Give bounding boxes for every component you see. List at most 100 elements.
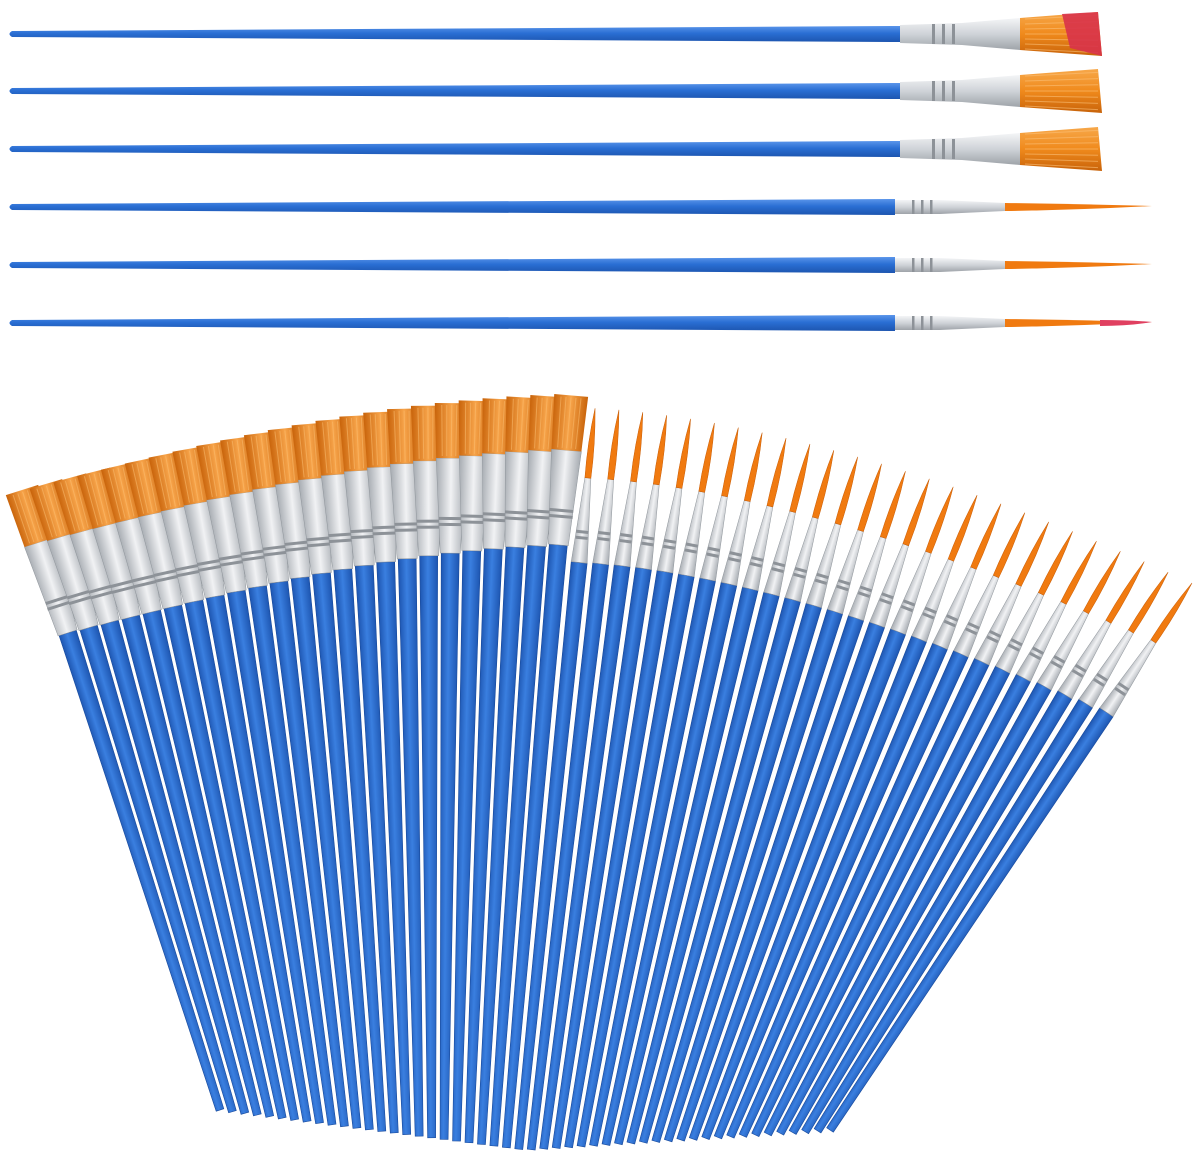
- bristle-streak: [60, 482, 76, 532]
- ferrule-crimp: [1096, 672, 1108, 682]
- bristle-streak: [510, 398, 514, 450]
- ferrule-crimp: [952, 139, 955, 159]
- ferrule-crimp: [816, 572, 829, 580]
- brush-ferrule: [592, 478, 614, 565]
- bristle-streak: [408, 410, 411, 462]
- ferrule-crimp: [838, 579, 851, 586]
- ferrule-crimp: [921, 258, 924, 272]
- ferrule-crimp: [930, 258, 933, 272]
- brush-bristles: [1015, 521, 1049, 587]
- ferrule-crimp: [952, 24, 955, 44]
- ferrule-crimp: [930, 200, 933, 214]
- bristle-streak: [88, 474, 103, 525]
- bristle-streak: [193, 449, 204, 501]
- bristle-streak: [202, 446, 213, 498]
- brush-bristles: [721, 427, 739, 498]
- brush-ferrule: [895, 258, 1005, 272]
- bristle-streak: [1024, 78, 1099, 82]
- ferrule-crimp: [597, 536, 610, 542]
- ferrule-crimp: [482, 512, 507, 517]
- fan-brush-flat: [502, 393, 589, 1149]
- bristle-streak: [179, 452, 190, 503]
- fan-brush-round: [776, 541, 1097, 1136]
- fan-brush-round: [663, 463, 882, 1143]
- bristle-streak: [17, 493, 35, 543]
- ferrule-crimp: [943, 619, 956, 628]
- bristle-streak: [355, 417, 360, 469]
- ferrule-crimp: [306, 536, 331, 542]
- fan-brush-round: [589, 427, 739, 1147]
- bristle-streak: [566, 397, 572, 449]
- ferrule-crimp: [881, 592, 894, 600]
- bristle-streak: [492, 400, 495, 452]
- ferrule-crimp: [620, 533, 633, 538]
- bristle-streak: [160, 457, 172, 508]
- ferrule-crimp: [372, 525, 397, 530]
- bristle-streak: [207, 446, 218, 497]
- ferrule-crimp: [912, 200, 915, 214]
- fan-brush-flat: [434, 402, 469, 1140]
- ferrule-crimp: [219, 559, 244, 567]
- brush-flat: [9, 69, 1102, 113]
- fan-brush-round: [539, 412, 644, 1150]
- ferrule-crimp: [175, 563, 200, 572]
- bristle-streak: [146, 460, 158, 512]
- ferrule-crimp: [1007, 643, 1020, 652]
- bristle-streak: [64, 480, 80, 531]
- brush-handle: [9, 199, 895, 215]
- ferrule-crimp: [879, 598, 892, 605]
- brush-ferrule: [343, 469, 375, 567]
- bristle-streak: [122, 466, 135, 517]
- ferrule-crimp: [1093, 677, 1105, 687]
- ferrule-crimp: [154, 574, 179, 583]
- bristle-streak: [165, 456, 176, 507]
- ferrule-crimp: [1117, 682, 1130, 692]
- bristle-streak: [345, 418, 351, 470]
- ferrule-crimp: [793, 572, 806, 579]
- bristle-streak: [217, 444, 227, 496]
- brush-bristles: [743, 432, 763, 502]
- ferrule-crimp: [416, 519, 441, 523]
- ferrule-crimp: [45, 594, 69, 606]
- fan-brush-flat: [291, 422, 374, 1131]
- bristle-streak: [1024, 100, 1099, 104]
- bristle-streak: [1024, 129, 1099, 135]
- bristle-streak: [1024, 158, 1099, 162]
- ferrule-crimp: [641, 541, 654, 547]
- bristle-streak: [131, 463, 145, 514]
- bristle-streak: [236, 440, 245, 491]
- bristle-streak: [260, 435, 268, 486]
- ferrule-crimp: [176, 569, 201, 578]
- bristle-streak: [543, 398, 548, 450]
- paint-residue: [1062, 12, 1102, 56]
- bristle-streak: [379, 414, 383, 466]
- bristle-streak: [45, 485, 62, 535]
- fan-brush-round: [614, 438, 787, 1146]
- brush-bristles: [1038, 531, 1073, 596]
- ferrule-crimp: [350, 528, 375, 534]
- brush-bristles: [1060, 541, 1097, 605]
- brush-round: [9, 257, 1152, 273]
- bristle-streak: [12, 494, 31, 544]
- bristle-streak: [455, 405, 458, 457]
- ferrule-crimp: [771, 567, 784, 574]
- ferrule-crimp: [922, 612, 935, 620]
- bristle-streak: [575, 398, 582, 450]
- brush-bristles: [812, 450, 835, 519]
- ferrule-crimp: [729, 551, 742, 557]
- ferrule-crimp: [197, 558, 222, 566]
- bristle-streak: [369, 414, 374, 466]
- ferrule-crimp: [284, 540, 309, 546]
- brush-bristles: [947, 495, 978, 562]
- fan-brush-flat: [477, 396, 541, 1145]
- bristle-streak: [374, 414, 379, 466]
- brush-handle: [9, 315, 895, 331]
- ferrule-crimp: [952, 81, 955, 101]
- ferrule-crimp: [902, 599, 916, 607]
- ferrule-crimp: [859, 585, 873, 593]
- brush-bristles: [857, 463, 882, 532]
- ferrule-crimp: [1029, 651, 1042, 661]
- brush-bristles: [675, 418, 691, 489]
- ferrule-crimp: [504, 516, 529, 521]
